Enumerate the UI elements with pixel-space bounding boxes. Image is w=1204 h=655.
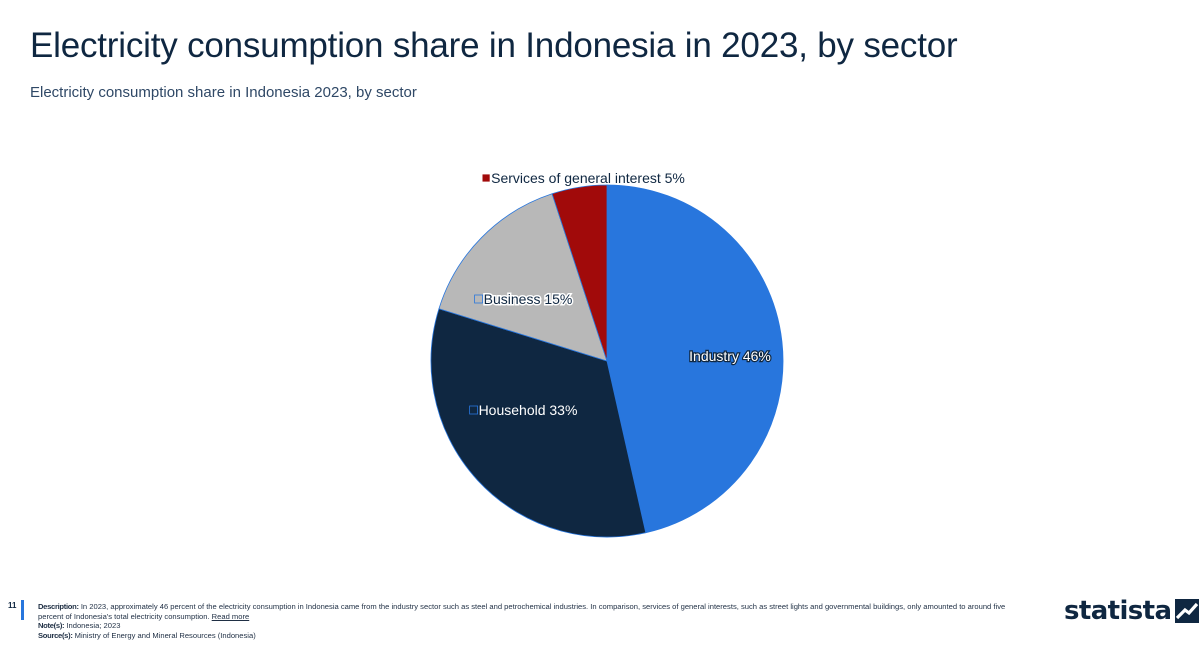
note-text: Indonesia; 2023 xyxy=(64,621,121,631)
note-label: Note(s): xyxy=(38,621,65,631)
description-label: Description: xyxy=(38,602,79,611)
statista-logo-icon xyxy=(1175,599,1200,623)
pie-slice-industry[interactable] xyxy=(606,184,784,534)
source-line: Source(s): Ministry of Energy and Minera… xyxy=(38,631,1028,641)
footer: 11 Description: In 2023, approximately 4… xyxy=(0,596,1204,655)
data-label-business: Business 15% xyxy=(474,290,574,309)
data-label-marker-services-of-general-interest xyxy=(481,173,491,183)
data-label-marker-household xyxy=(469,405,479,415)
source-text: Ministry of Energy and Mineral Resources… xyxy=(72,630,256,640)
source-label: Source(s): xyxy=(38,630,73,640)
data-label-marker-business xyxy=(474,294,484,304)
data-label-text-business: Business 15% xyxy=(484,291,573,307)
footer-accent-bar xyxy=(21,600,24,620)
data-label-services-of-general-interest: Services of general interest 5% xyxy=(481,169,686,188)
description-line: Description: In 2023, approximately 46 p… xyxy=(38,602,1028,621)
description-text: In 2023, approximately 46 percent of the… xyxy=(38,602,1006,621)
note-line: Note(s): Indonesia; 2023 xyxy=(38,621,1028,631)
data-label-industry: Industry 46% xyxy=(679,347,772,365)
footer-text: Description: In 2023, approximately 46 p… xyxy=(38,602,1028,640)
data-label-text-industry: Industry 46% xyxy=(689,348,771,364)
page-title: Electricity consumption share in Indones… xyxy=(30,26,958,65)
data-label-household: Household 33% xyxy=(469,401,579,419)
read-more-link[interactable]: Read more xyxy=(211,611,250,621)
statista-logo[interactable]: statista xyxy=(1064,596,1200,626)
brand-name: statista xyxy=(1064,596,1172,626)
data-label-marker-industry xyxy=(679,351,689,361)
pie-slice-household[interactable] xyxy=(430,308,647,538)
page-subtitle: Electricity consumption share in Indones… xyxy=(30,84,417,101)
pie-slice-services-of-general-interest[interactable] xyxy=(551,184,608,362)
pie-slice-business[interactable] xyxy=(438,193,608,362)
page-number: 11 xyxy=(8,601,17,610)
pie-slices xyxy=(430,184,784,538)
data-label-text-household: Household 33% xyxy=(479,402,578,418)
pie-data-labels: Industry 46% Household 33% Business 15% Ser… xyxy=(469,169,772,419)
data-label-text-services-of-general-interest: Services of general interest 5% xyxy=(491,170,685,186)
